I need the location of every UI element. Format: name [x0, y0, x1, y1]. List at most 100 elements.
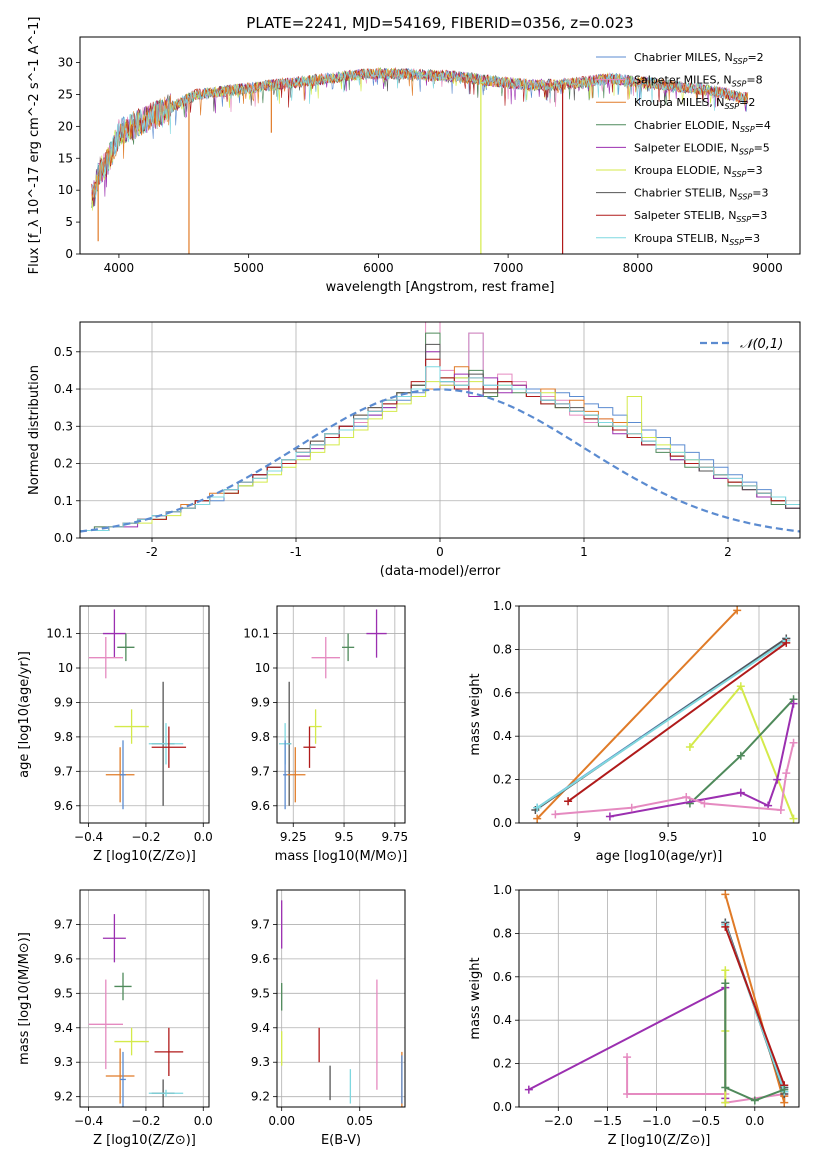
axes-frame: [79, 889, 210, 1108]
y-axis-label: age [log10(age/yr)]: [17, 651, 32, 778]
y-tick-label: 9.6: [54, 799, 73, 813]
y-tick-label: 9.7: [54, 764, 73, 778]
legend-entry: Kroupa STELIB, NSSP=3: [596, 232, 760, 247]
x-tick-label: −0.4: [74, 830, 103, 844]
y-tick-label: 0.3: [54, 419, 73, 433]
y-tick-label: 9.8: [54, 730, 73, 744]
y-axis-label: mass weight: [468, 673, 483, 755]
x-axis-label: mass [log10(M/M⊙)]: [275, 849, 408, 864]
x-tick-label: −1.5: [593, 1114, 622, 1128]
y-tick-label: 1.0: [493, 883, 512, 897]
y-tick-label: 9.7: [54, 917, 73, 931]
x-tick-label: 8000: [623, 261, 654, 275]
legend-label: Kroupa ELODIE, NSSP=3: [634, 164, 763, 179]
panel-mass-vs-ebv: 0.00 0.05 9.2 9.3 9.4 9.5 9.6 9.7 E(B-V): [251, 889, 406, 1148]
errorbar-point: [148, 723, 184, 765]
mass-weight-marker: [721, 1083, 730, 1092]
x-tick-label: −0.2: [131, 830, 160, 844]
plot-area-spectrum: [91, 67, 749, 254]
mass-weight-marker: [736, 682, 745, 691]
y-tick-label: 9.3: [54, 1055, 73, 1069]
errorbar-point: [114, 1027, 149, 1056]
normal-curve: [80, 388, 800, 533]
legend-entry: Chabrier MILES, NSSP=2: [596, 51, 764, 66]
mass-weight-marker: [736, 788, 745, 797]
mass-weight-line: [536, 639, 787, 809]
y-tick-label: 9.7: [251, 764, 270, 778]
x-tick-label: −0.5: [691, 1114, 720, 1128]
mass-weight-marker: [789, 814, 798, 823]
legend-entry: Salpeter MILES, NSSP=8: [596, 74, 763, 89]
mass-weight-marker: [782, 769, 791, 778]
panel-mass-vs-z: −0.4 −0.2 0.0 9.2 9.3 9.4 9.5 9.6 9.7 Z [log10(Z/…: [17, 889, 213, 1148]
y-tick-label: 0.0: [493, 1100, 512, 1114]
y-tick-label: 10.1: [243, 627, 270, 641]
legend-entry: Chabrier STELIB, NSSP=3: [596, 187, 768, 202]
mass-weight-marker: [564, 797, 573, 806]
errorbar-point: [309, 709, 322, 744]
panel-residual-histogram: -2 -1 0 1 2 0.0 0.1 0.2 0.3 0.4 0.5 (data-model)/er…: [27, 321, 801, 579]
errorbar-point: [114, 709, 149, 744]
y-tick-label: 9.3: [251, 1055, 270, 1069]
errorbar-point: [114, 972, 132, 1001]
panel-age-vs-mass: 9.25 9.5 9.75 9.6 9.7 9.8 9.9 10 10.1 mass [log10…: [243, 605, 408, 864]
plot-area-mass-vs-z: [80, 890, 209, 1107]
x-tick-label: 0.0: [194, 830, 213, 844]
x-tick-label: 4000: [104, 261, 135, 275]
mass-weight-marker: [750, 1096, 759, 1105]
y-tick-label: 10.1: [46, 627, 73, 641]
x-tick-label: −0.4: [74, 1114, 103, 1128]
panel-spectrum: 4000 5000 6000 7000 8000 9000 0 5 10 15 20 25 30 wave…: [27, 17, 801, 295]
errorbar-point: [120, 1051, 126, 1107]
x-axis-label: E(B-V): [321, 1133, 361, 1148]
legend-entry: Kroupa ELODIE, NSSP=3: [596, 164, 763, 179]
y-tick-label: 9.9: [251, 695, 270, 709]
mass-weight-marker: [773, 775, 782, 784]
spectrum-line-7: [91, 67, 749, 207]
y-axis-label: mass [log10(M/M⊙)]: [17, 932, 32, 1065]
y-tick-label: 0.2: [54, 457, 73, 471]
x-tick-label: 0: [436, 545, 444, 559]
axes-frame: [79, 321, 801, 539]
errorbar-point: [88, 637, 123, 679]
y-tick-label: 0.4: [54, 382, 73, 396]
page-title: PLATE=2241, MJD=54169, FIBERID=0356, z=0…: [246, 14, 633, 32]
y-tick-label: 0: [65, 247, 73, 261]
axes-frame: [79, 605, 210, 824]
panel-age-vs-z: −0.4 −0.2 0.0 9.6 9.7 9.8 9.9 10 10.1 Z [log10(Z/…: [17, 605, 213, 864]
legend-label: Chabrier STELIB, NSSP=3: [634, 187, 768, 202]
legend-entry: Salpeter ELODIE, NSSP=5: [596, 141, 770, 156]
y-tick-label: 0.5: [54, 345, 73, 359]
x-tick-label: 9.5: [659, 830, 678, 844]
y-tick-label: 0.4: [493, 729, 512, 743]
errorbar-point: [117, 633, 135, 662]
x-axis-label: (data-model)/error: [380, 564, 501, 579]
x-tick-label: 9: [573, 830, 581, 844]
y-tick-label: 0.6: [493, 970, 512, 984]
y-tick-label: 15: [58, 151, 73, 165]
x-tick-label: 9.75: [381, 830, 408, 844]
mass-weight-marker: [733, 606, 742, 615]
errorbar-point: [105, 1048, 135, 1104]
mass-weight-marker: [685, 743, 694, 752]
plot-area-mass-weight-vs-age: [519, 606, 799, 823]
mass-weight-line: [567, 642, 787, 803]
y-tick-label: 0.0: [54, 531, 73, 545]
legend-entry: Kroupa MILES, NSSP=2: [596, 96, 755, 111]
axes-frame: [79, 36, 801, 255]
errorbar-point: [148, 1089, 184, 1097]
x-tick-label: 1: [580, 545, 588, 559]
mass-weight-line: [724, 983, 785, 1102]
legend-label: Salpeter STELIB, NSSP=3: [634, 209, 767, 224]
y-tick-label: 0.1: [54, 494, 73, 508]
plot-area-mass-vs-ebv: [277, 890, 405, 1107]
legend-label: Salpeter MILES, NSSP=8: [634, 74, 763, 89]
x-tick-label: 0.0: [194, 1114, 213, 1128]
x-axis-label: age [log10(age/yr)]: [596, 849, 723, 864]
errorbar-point: [366, 609, 387, 658]
errorbar-point: [102, 914, 126, 963]
y-tick-label: 0.8: [493, 642, 512, 656]
y-tick-label: 9.4: [251, 1021, 270, 1035]
x-tick-label: 6000: [363, 261, 394, 275]
y-tick-label: 9.2: [251, 1090, 270, 1104]
